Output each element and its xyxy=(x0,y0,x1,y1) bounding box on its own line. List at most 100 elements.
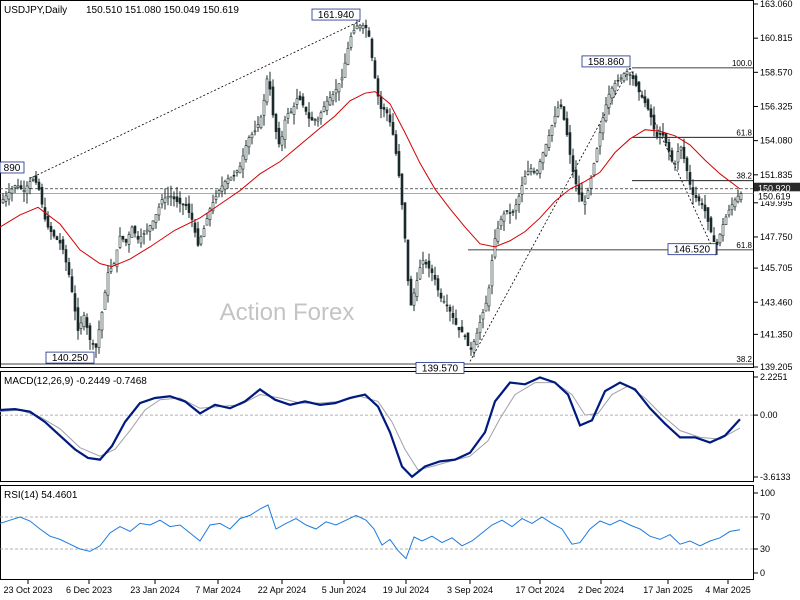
candle xyxy=(736,189,740,204)
candle-body xyxy=(184,203,188,207)
candle xyxy=(400,173,404,210)
candle-body xyxy=(370,38,374,58)
candle-body xyxy=(16,185,20,188)
price-annotation-label: 161.940 xyxy=(318,10,355,21)
candle xyxy=(334,79,338,103)
candle-body xyxy=(400,173,404,206)
date-tick-label: 4 Mar 2025 xyxy=(705,585,751,595)
fibonacci-levels: 100.0 61.8 38.2 61.8 38.2 xyxy=(0,59,754,365)
candle-body xyxy=(181,203,185,206)
candle-body xyxy=(409,278,413,306)
candle xyxy=(328,91,332,106)
candle xyxy=(649,104,653,126)
candle xyxy=(496,220,500,245)
candle xyxy=(382,103,386,118)
candle-body xyxy=(457,326,461,331)
candlesticks xyxy=(1,18,743,358)
candle-body xyxy=(34,175,38,183)
candle-body xyxy=(499,218,503,227)
candle-body xyxy=(349,36,353,48)
macd-line xyxy=(0,376,741,479)
rsi-panel-frame xyxy=(0,485,754,580)
candle-body xyxy=(259,116,263,129)
candle xyxy=(685,156,689,180)
candle-body xyxy=(391,122,395,135)
candle xyxy=(721,217,725,242)
price-annotation: 140.250 xyxy=(45,351,95,364)
candle xyxy=(298,91,302,101)
candle-body xyxy=(436,278,440,291)
candle-body xyxy=(562,106,566,120)
candle-body xyxy=(214,195,218,200)
candle xyxy=(418,259,422,280)
candle xyxy=(124,238,128,247)
candle xyxy=(637,81,641,101)
candle xyxy=(76,297,80,340)
candle xyxy=(133,225,137,238)
candle-body xyxy=(154,214,158,223)
candle-body xyxy=(565,118,569,136)
candle xyxy=(403,202,407,243)
price-tick-label: 154.080 xyxy=(760,136,793,146)
candle xyxy=(241,148,245,179)
date-tick-label: 22 Apr 2024 xyxy=(258,585,307,595)
candle xyxy=(481,309,485,329)
candle-body xyxy=(163,197,167,203)
candle-body xyxy=(139,236,143,244)
candle-body xyxy=(100,311,104,331)
candle xyxy=(613,79,617,96)
candle xyxy=(532,167,536,175)
price-annotation: 890 xyxy=(0,161,25,174)
candle xyxy=(4,191,8,207)
candle-body xyxy=(358,24,362,29)
candle xyxy=(46,211,50,230)
candle-body xyxy=(586,190,590,199)
candle-body xyxy=(520,185,524,195)
candle xyxy=(574,160,578,192)
candle-body xyxy=(94,343,98,348)
candle-body xyxy=(61,239,65,250)
macd-tick-label: -3.6133 xyxy=(760,472,791,482)
price-tick-label: 147.750 xyxy=(760,232,793,242)
candle-body xyxy=(328,97,332,106)
candle xyxy=(40,183,44,208)
candle-body xyxy=(295,98,299,105)
price-annotation-box xyxy=(0,161,25,174)
candle xyxy=(250,131,254,145)
price-tick-label: 143.460 xyxy=(760,297,793,307)
candle-body xyxy=(460,326,464,333)
candle-body xyxy=(127,234,131,245)
candle xyxy=(43,197,47,222)
candle-body xyxy=(319,112,323,119)
price-annotation-label: 890 xyxy=(4,163,21,174)
candle xyxy=(706,207,710,231)
candle xyxy=(253,120,257,136)
trend-lines xyxy=(0,20,754,362)
candle-body xyxy=(337,83,341,93)
candle-body xyxy=(553,115,557,124)
candle xyxy=(700,198,704,210)
date-tick-label: 23 Oct 2023 xyxy=(3,585,52,595)
candle-body xyxy=(208,208,212,220)
candle-body xyxy=(52,230,56,237)
candle xyxy=(517,192,521,213)
candle xyxy=(247,135,251,155)
candle-body xyxy=(232,174,236,177)
candle-body xyxy=(523,176,527,185)
candle xyxy=(451,305,455,325)
candle xyxy=(280,130,284,152)
candle-body xyxy=(220,185,224,192)
candle xyxy=(220,176,224,198)
candle xyxy=(499,215,503,230)
candle xyxy=(223,179,227,195)
price-annotation: 139.570 xyxy=(415,362,465,374)
rsi-tick-label: 30 xyxy=(760,544,770,554)
candle xyxy=(202,225,206,238)
candle xyxy=(484,295,488,312)
candle-body xyxy=(694,195,698,198)
candle xyxy=(583,195,587,215)
candle xyxy=(526,160,530,176)
candle xyxy=(175,186,179,208)
